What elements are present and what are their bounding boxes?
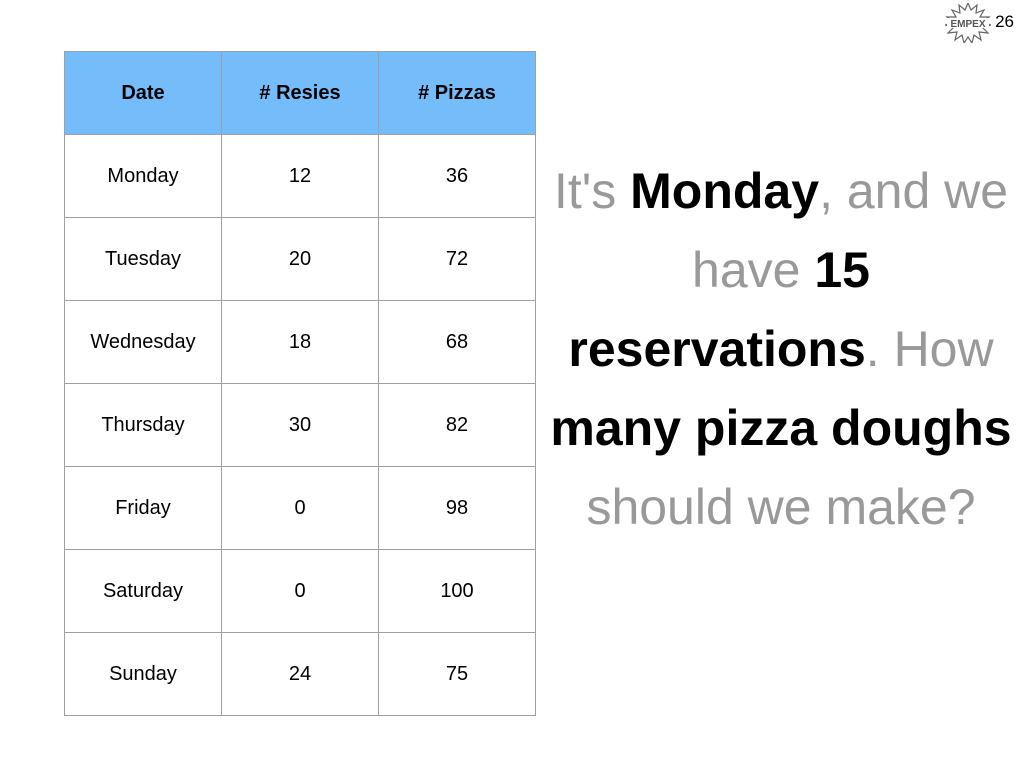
reservations-table: Date # Resies # Pizzas Monday 12 36 Tues… — [64, 51, 536, 716]
cell-resies: 0 — [221, 466, 379, 550]
cell-resies: 0 — [221, 549, 379, 633]
question-text: It's Monday, and we have 15 reservations… — [548, 152, 1014, 547]
logo-text: EMPEX — [950, 19, 985, 30]
cell-resies: 30 — [221, 383, 379, 467]
question-segment: , and we have — [692, 163, 1009, 298]
table-row: Sunday 24 75 — [64, 632, 536, 716]
cell-pizzas: 72 — [378, 217, 536, 301]
cell-date: Monday — [64, 134, 222, 218]
table-row: Tuesday 20 72 — [64, 217, 536, 301]
column-header-resies: # Resies — [221, 51, 379, 135]
table-row: Monday 12 36 — [64, 134, 536, 218]
cell-pizzas: 98 — [378, 466, 536, 550]
cell-date: Wednesday — [64, 300, 222, 384]
cell-date: Friday — [64, 466, 222, 550]
cell-pizzas: 68 — [378, 300, 536, 384]
question-segment: should we make? — [586, 479, 976, 535]
table-header-row: Date # Resies # Pizzas — [64, 51, 536, 135]
question-emphasis: 15 reservations — [568, 242, 870, 377]
empex-logo: EMPEX — [945, 3, 991, 43]
question-emphasis: many pizza doughs — [550, 400, 1012, 456]
cell-date: Tuesday — [64, 217, 222, 301]
cell-resies: 18 — [221, 300, 379, 384]
cell-date: Thursday — [64, 383, 222, 467]
table-row: Saturday 0 100 — [64, 549, 536, 633]
column-header-date: Date — [64, 51, 222, 135]
table-row: Wednesday 18 68 — [64, 300, 536, 384]
cell-resies: 24 — [221, 632, 379, 716]
cell-date: Saturday — [64, 549, 222, 633]
table-row: Friday 0 98 — [64, 466, 536, 550]
cell-pizzas: 75 — [378, 632, 536, 716]
question-segment: . How — [865, 321, 994, 377]
cell-pizzas: 100 — [378, 549, 536, 633]
question-emphasis: Monday — [630, 163, 820, 219]
column-header-pizzas: # Pizzas — [378, 51, 536, 135]
slide-number: 26 — [995, 12, 1014, 31]
table-row: Thursday 30 82 — [64, 383, 536, 467]
cell-date: Sunday — [64, 632, 222, 716]
cell-pizzas: 82 — [378, 383, 536, 467]
cell-resies: 12 — [221, 134, 379, 218]
cell-resies: 20 — [221, 217, 379, 301]
question-segment: It's — [553, 163, 631, 219]
cell-pizzas: 36 — [378, 134, 536, 218]
